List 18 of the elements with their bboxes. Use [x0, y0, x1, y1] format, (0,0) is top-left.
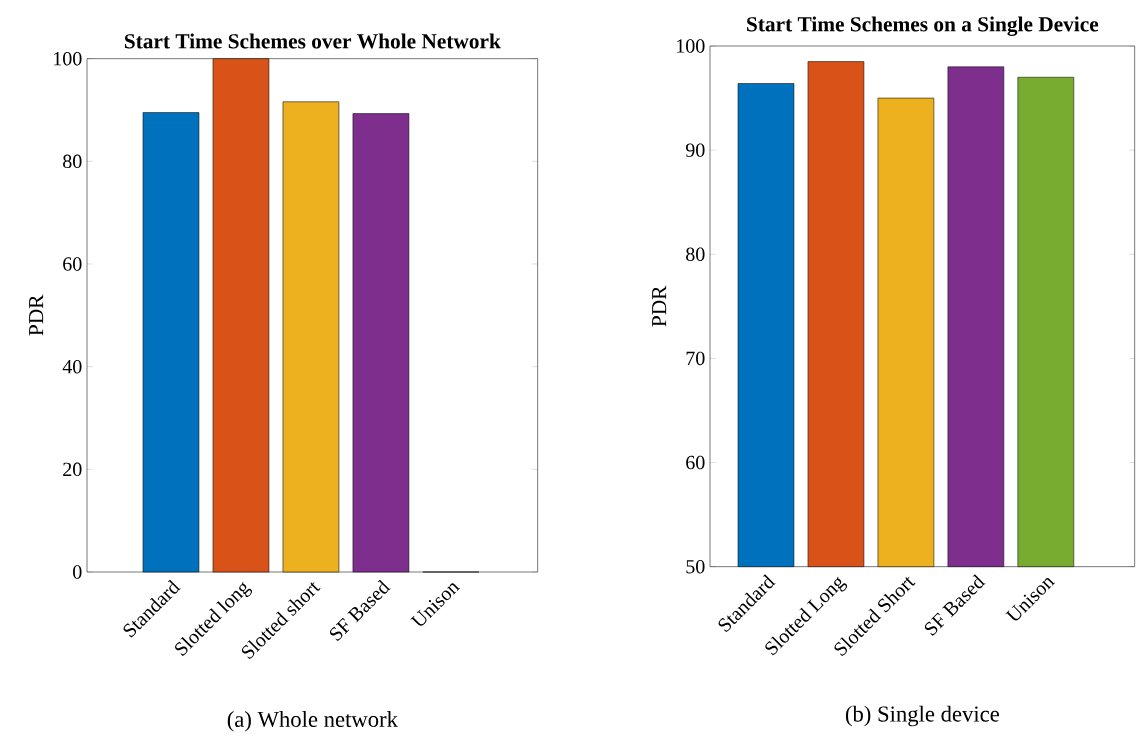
- y-tick-label: 100: [54, 51, 82, 66]
- y-tick-label: 100: [677, 39, 705, 53]
- y-tick-label: 80: [686, 247, 705, 262]
- y-tick-label: 40: [62, 359, 82, 374]
- y-tick-label: 70: [686, 351, 705, 366]
- y-tick-label: 50: [686, 559, 705, 574]
- text: (b) Single device: [845, 705, 999, 727]
- chart-title: Start Time Schemes on a Single Device: [747, 16, 1099, 36]
- y-axis-title: PDR: [652, 285, 667, 327]
- y-tick-label: 60: [63, 257, 82, 271]
- y-tick-label: 20: [63, 462, 82, 477]
- y-tick-label: 90: [685, 143, 705, 157]
- y-axis-title: PDR: [29, 294, 44, 336]
- y-tick-label: 80: [63, 154, 82, 169]
- y-tick-label: 0: [73, 565, 82, 579]
- text: (a) Whole network: [227, 711, 398, 732]
- y-tick-label: 60: [686, 455, 705, 470]
- chart-title: Start Time Schemes over Whole Network: [124, 33, 501, 49]
